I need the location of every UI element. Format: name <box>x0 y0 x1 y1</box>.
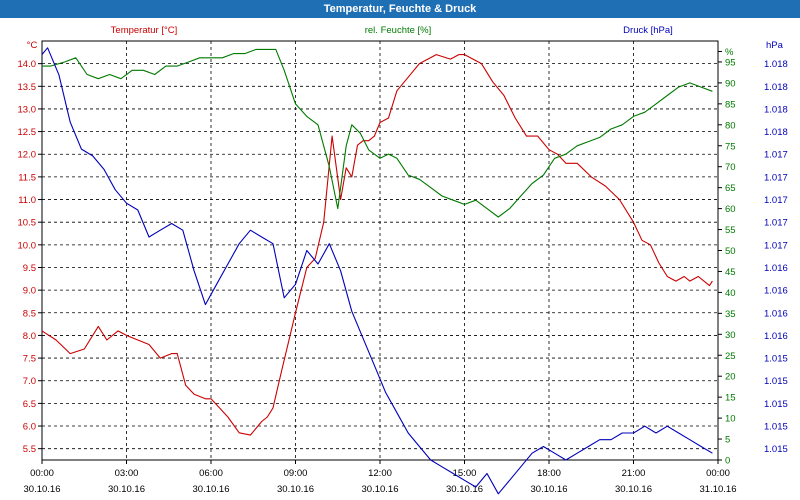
temperature-tick-label: 10.0 <box>18 240 37 251</box>
x-tick-time-label: 09:00 <box>284 468 308 479</box>
temperature-series-line <box>41 54 713 436</box>
pressure-tick-label: 1.017 <box>764 150 788 161</box>
temperature-tick-label: 13.0 <box>18 104 37 115</box>
x-tick-date-label: 30.10.16 <box>24 484 61 495</box>
humidity-tick-label: 35 <box>725 309 736 320</box>
temperature-tick-label: 12.0 <box>18 150 37 161</box>
pressure-tick-label: 1.017 <box>764 195 788 206</box>
humidity-series-line <box>42 48 713 218</box>
x-tick-time-label: 06:00 <box>199 468 223 479</box>
humidity-tick-label: % <box>725 47 734 58</box>
humidity-tick-label: 85 <box>725 99 736 110</box>
x-tick-date-label: 30.10.16 <box>193 484 230 495</box>
temperature-tick-label: 6.0 <box>23 422 36 433</box>
pressure-tick-label: 1.016 <box>764 286 788 297</box>
humidity-tick-label: 70 <box>725 162 736 173</box>
x-tick-date-label: 30.10.16 <box>446 484 483 495</box>
x-tick-time-label: 12:00 <box>368 468 392 479</box>
temperature-tick-label: 13.5 <box>18 82 37 93</box>
temperature-tick-label: 7.0 <box>23 376 36 387</box>
humidity-tick-label: 20 <box>725 372 736 383</box>
humidity-tick-label: 60 <box>725 204 736 215</box>
pressure-tick-label: 1.018 <box>764 104 788 115</box>
pressure-series-title: Druck [hPa] <box>623 25 673 36</box>
temperature-tick-label: 7.5 <box>23 354 36 365</box>
pressure-tick-label: 1.018 <box>764 59 788 70</box>
pressure-tick-label: 1.016 <box>764 308 788 319</box>
pressure-tick-label: 1.016 <box>764 263 788 274</box>
humidity-tick-label: 55 <box>725 225 736 236</box>
x-tick-time-label: 18:00 <box>537 468 561 479</box>
humidity-tick-label: 45 <box>725 267 736 278</box>
temperature-tick-label: 9.0 <box>23 286 36 297</box>
window-title: Temperatur, Feuchte & Druck <box>0 0 800 18</box>
pressure-tick-label: 1.015 <box>764 422 788 433</box>
temperature-tick-label: 8.0 <box>23 331 36 342</box>
humidity-tick-label: 50 <box>725 246 736 257</box>
humidity-tick-label: 75 <box>725 141 736 152</box>
temperature-series-title: Temperatur [°C] <box>111 25 178 36</box>
temperature-unit-label: °C <box>27 40 38 51</box>
pressure-tick-label: 1.015 <box>764 354 788 365</box>
pressure-tick-label: 1.017 <box>764 218 788 229</box>
x-tick-time-label: 00:00 <box>706 468 730 479</box>
humidity-tick-label: 95 <box>725 57 736 68</box>
x-tick-date-label: 31.10.16 <box>700 484 737 495</box>
x-tick-date-label: 30.10.16 <box>362 484 399 495</box>
pressure-tick-label: 1.015 <box>764 444 788 455</box>
humidity-tick-label: 80 <box>725 120 736 131</box>
humidity-tick-label: 10 <box>725 414 736 425</box>
pressure-tick-label: 1.017 <box>764 240 788 251</box>
pressure-tick-label: 1.017 <box>764 172 788 183</box>
x-tick-time-label: 03:00 <box>115 468 139 479</box>
x-tick-time-label: 15:00 <box>453 468 477 479</box>
x-tick-date-label: 30.10.16 <box>531 484 568 495</box>
humidity-tick-label: 90 <box>725 78 736 89</box>
pressure-tick-label: 1.015 <box>764 376 788 387</box>
x-tick-date-label: 30.10.16 <box>277 484 314 495</box>
x-tick-time-label: 00:00 <box>30 468 54 479</box>
humidity-series-title: rel. Feuchte [%] <box>365 25 432 36</box>
humidity-tick-label: 30 <box>725 330 736 341</box>
humidity-tick-label: 15 <box>725 393 736 404</box>
pressure-tick-label: 1.018 <box>764 127 788 138</box>
humidity-tick-label: 65 <box>725 183 736 194</box>
temperature-tick-label: 5.5 <box>23 444 36 455</box>
humidity-tick-label: 5 <box>725 435 730 446</box>
x-tick-date-label: 30.10.16 <box>108 484 145 495</box>
temperature-tick-label: 10.5 <box>18 218 37 229</box>
pressure-series-line <box>41 47 713 495</box>
humidity-tick-label: 40 <box>725 288 736 299</box>
pressure-tick-label: 1.018 <box>764 82 788 93</box>
temperature-tick-label: 11.5 <box>18 172 36 183</box>
x-tick-date-label: 30.10.16 <box>615 484 652 495</box>
humidity-tick-label: 0 <box>725 456 730 467</box>
temperature-tick-label: 6.5 <box>23 399 36 410</box>
pressure-tick-label: 1.015 <box>764 399 788 410</box>
temperature-tick-label: 11.0 <box>18 195 36 206</box>
temperature-tick-label: 12.5 <box>18 127 37 138</box>
pressure-tick-label: 1.016 <box>764 331 788 342</box>
temperature-tick-label: 8.5 <box>23 308 36 319</box>
pressure-unit-label: hPa <box>766 40 784 51</box>
temperature-tick-label: 9.5 <box>23 263 36 274</box>
x-tick-time-label: 21:00 <box>622 468 646 479</box>
temperature-tick-label: 14.0 <box>18 59 37 70</box>
humidity-tick-label: 25 <box>725 351 736 362</box>
